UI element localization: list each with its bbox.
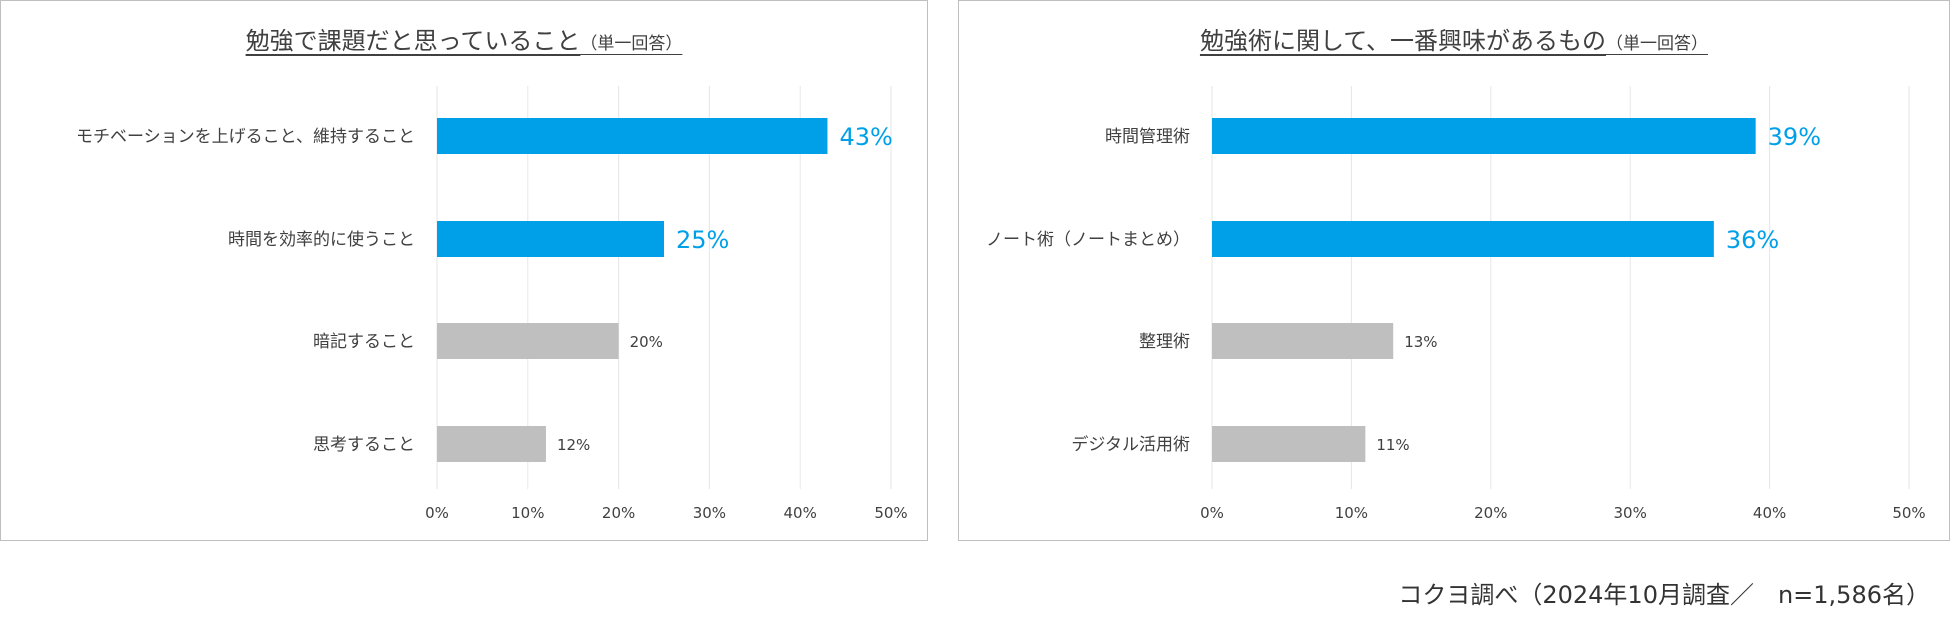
x-tick-label: 10% [1335, 504, 1368, 522]
bar [1212, 118, 1756, 154]
x-tick-label: 10% [511, 504, 544, 522]
category-label: 思考すること [313, 435, 415, 455]
data-label: 39% [1768, 123, 1821, 151]
bar [437, 118, 828, 154]
chart-title-text: 勉強で課題だと思っていること [245, 27, 581, 55]
x-tick-label: 0% [1200, 504, 1224, 522]
x-tick-label: 20% [1474, 504, 1507, 522]
chart-title: 勉強で課題だと思っていること（単一回答） [1, 21, 927, 56]
x-tick-label: 20% [602, 504, 635, 522]
x-tick-label: 50% [1892, 504, 1925, 522]
category-label: 暗記すること [313, 332, 415, 352]
chart-subtitle: （単一回答） [580, 34, 683, 54]
data-label: 43% [839, 123, 892, 151]
x-tick-label: 40% [1753, 504, 1786, 522]
chart-title: 勉強術に関して、一番興味があるもの（単一回答） [959, 21, 1949, 56]
bar-chart-left: 0% 10% 20% 30% 40% 50% モチベーションを上げること、維持すること 43%… [76, 86, 908, 522]
x-tick-label: 40% [784, 504, 817, 522]
x-tick-label: 30% [1614, 504, 1647, 522]
bar [1212, 426, 1366, 462]
category-label: 整理術 [1139, 332, 1190, 352]
bar [437, 323, 619, 359]
bar [1212, 323, 1394, 359]
data-label: 11% [1376, 436, 1409, 454]
category-label: モチベーションを上げること、維持すること [76, 127, 415, 147]
bar-chart-right: 0% 10% 20% 30% 40% 50% 時間管理術 39% ノート術（ノートまとめ） 36%… [986, 86, 1926, 522]
data-label: 36% [1726, 226, 1779, 254]
data-label: 12% [557, 436, 590, 454]
source-note: コクヨ調べ（2024年10月調査／ n=1,586名） [1398, 581, 1930, 609]
category-label: 時間を効率的に使うこと [228, 229, 415, 250]
bar [1212, 221, 1714, 257]
category-label: デジタル活用術 [1071, 434, 1190, 455]
chart-panel-right: 勉強術に関して、一番興味があるもの（単一回答） 0% 10% 20% 30% 40% 50… [958, 0, 1950, 541]
bar [437, 221, 664, 257]
data-label: 20% [630, 333, 663, 351]
chart-panel-left: 勉強で課題だと思っていること（単一回答） 0% 10% 20% 30% 40% 50% モチ… [0, 0, 928, 541]
data-label: 13% [1404, 333, 1437, 351]
data-label: 25% [676, 226, 729, 254]
chart-title-text: 勉強術に関して、一番興味があるもの [1199, 27, 1607, 55]
x-tick-label: 30% [693, 504, 726, 522]
category-label: ノート術（ノートまとめ） [986, 230, 1190, 250]
category-label: 時間管理術 [1105, 127, 1190, 147]
chart-subtitle: （単一回答） [1606, 34, 1709, 54]
bar [437, 426, 546, 462]
x-tick-label: 0% [425, 504, 449, 522]
x-tick-label: 50% [874, 504, 907, 522]
